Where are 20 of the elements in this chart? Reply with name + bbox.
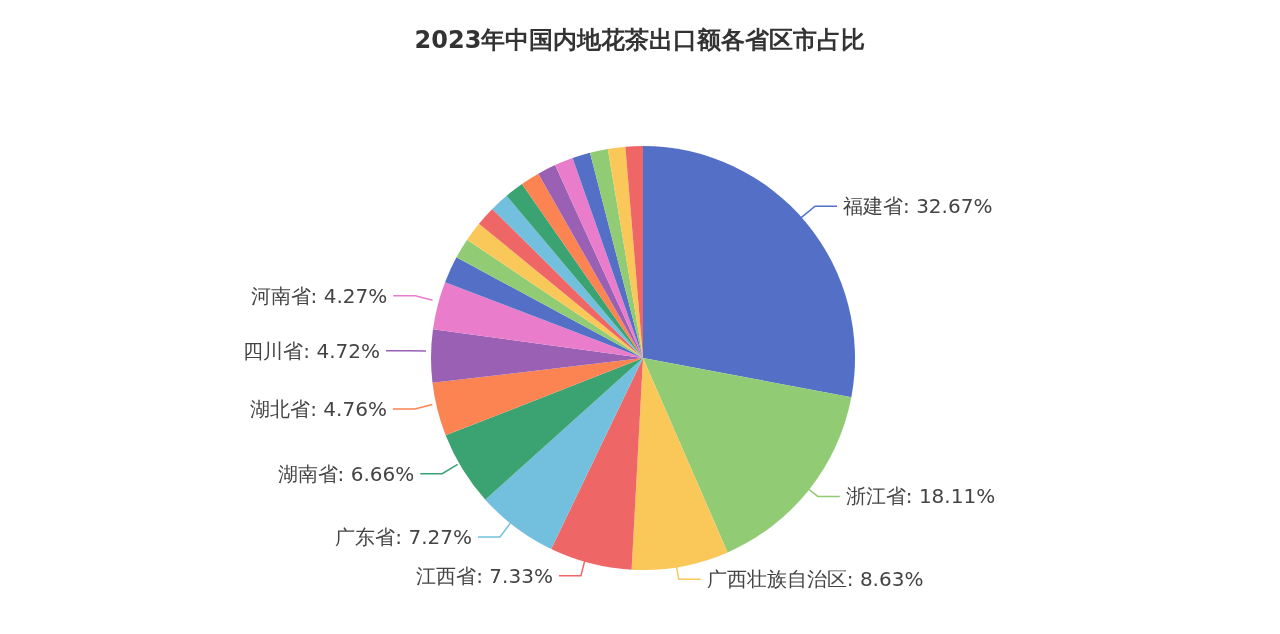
pie-slice [445, 358, 643, 500]
pie-slice [445, 257, 643, 358]
pie-slice [432, 282, 643, 358]
slice-label: 湖南省: 6.66% [277, 461, 415, 486]
slice-label: 四川省: 4.72% [243, 338, 381, 363]
chart-title: 2023年中国内地花茶出口额各省区市占比 [414, 26, 866, 54]
slice-label: 广东省: 7.27% [335, 524, 472, 549]
pie-slice [555, 158, 643, 358]
slice-label: 广西壮族自治区: 8.63% [706, 567, 924, 592]
slice-label: 湖北省: 4.76% [250, 396, 387, 421]
slice-label: 浙江省: 18.11% [845, 484, 996, 509]
pie-slice [607, 146, 643, 358]
pie-slice [467, 223, 643, 358]
pie-slice [589, 148, 643, 358]
slice-label: 福建省: 32.67% [843, 194, 993, 219]
pie-slice [521, 173, 643, 358]
slice-label: 河南省: 4.27% [250, 283, 388, 308]
pie-slice [432, 358, 643, 436]
pie-slice [456, 239, 643, 358]
slice-label: 江西省: 7.33% [416, 563, 553, 588]
